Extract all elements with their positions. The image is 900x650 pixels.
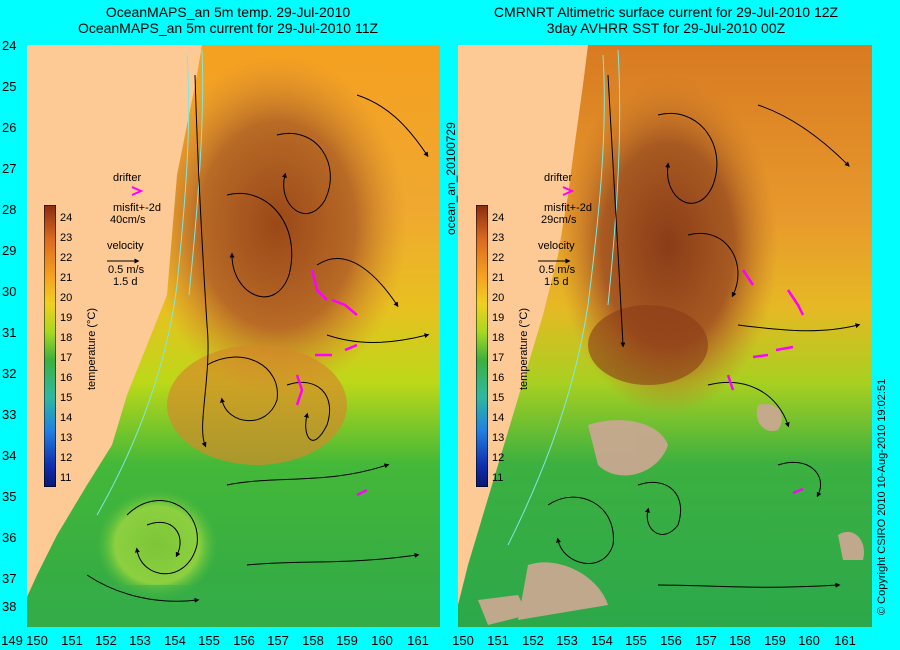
y-tick: 25	[2, 79, 17, 94]
cbar-tick: 12	[492, 452, 505, 464]
x-tick: 156	[660, 633, 682, 648]
left-velocity-scale: 0.5 m/s	[108, 264, 145, 276]
cbar-tick: 13	[60, 432, 73, 444]
cbar-tick: 22	[60, 252, 73, 264]
right-velocity-days: 1.5 d	[544, 276, 569, 288]
right-velocity-scale: 0.5 m/s	[539, 264, 576, 276]
x-tick: 160	[371, 633, 393, 648]
left-colorbar	[44, 205, 56, 487]
right-velocity-label: velocity	[538, 240, 575, 252]
right-title-line1: CMRNRT Altimetric surface current for 29…	[493, 4, 839, 20]
x-tick: 161	[407, 633, 429, 648]
x-tick: 149	[1, 633, 23, 648]
cbar-tick: 15	[492, 392, 505, 404]
cbar-tick: 20	[492, 292, 505, 304]
y-tick: 29	[2, 243, 17, 258]
cbar-tick: 24	[492, 212, 505, 224]
y-tick: 33	[2, 407, 17, 422]
x-tick: 151	[61, 633, 83, 648]
x-tick: 155	[625, 633, 647, 648]
y-tick: 28	[2, 202, 17, 217]
left-drifter-label: drifter	[113, 172, 142, 184]
cbar-tick: 23	[492, 232, 505, 244]
left-velocity-label: velocity	[107, 240, 144, 252]
x-tick: 152	[522, 633, 544, 648]
cbar-tick: 19	[60, 312, 73, 324]
x-tick: 160	[798, 633, 820, 648]
right-drifter-label: drifter	[544, 172, 573, 184]
y-tick: 31	[2, 325, 17, 340]
right-panel-title: CMRNRT Altimetric surface current for 29…	[456, 4, 876, 36]
x-tick: 157	[267, 633, 289, 648]
cbar-tick: 22	[492, 252, 505, 264]
left-title-line2: OceanMAPS_an 5m current for 29-Jul-2010 …	[77, 20, 379, 36]
right-title-line2: 3day AVHRR SST for 29-Jul-2010 00Z	[546, 20, 786, 36]
cbar-tick: 21	[492, 272, 505, 284]
cbar-tick: 18	[492, 332, 505, 344]
left-map	[27, 45, 440, 627]
x-tick: 161	[834, 633, 856, 648]
x-tick: 154	[591, 633, 613, 648]
cbar-tick: 15	[60, 392, 73, 404]
right-colorbar	[476, 205, 488, 487]
y-tick: 32	[2, 366, 17, 381]
cbar-tick: 16	[492, 372, 505, 384]
cbar-tick: 13	[492, 432, 505, 444]
x-tick: 150	[26, 633, 48, 648]
left-velocity-days: 1.5 d	[113, 276, 138, 288]
left-colorbar-label: temperature (°C)	[86, 307, 98, 390]
cbar-tick: 16	[60, 372, 73, 384]
cbar-tick: 17	[60, 352, 73, 364]
x-tick: 153	[129, 633, 151, 648]
side-run-label: ocean_an_20100729	[444, 122, 458, 235]
y-tick: 34	[2, 448, 17, 463]
y-tick: 38	[2, 599, 17, 614]
x-tick: 154	[164, 633, 186, 648]
x-tick: 159	[336, 633, 358, 648]
cbar-tick: 17	[492, 352, 505, 364]
y-tick: 27	[2, 161, 17, 176]
cbar-tick: 14	[60, 412, 73, 424]
x-tick: 151	[487, 633, 509, 648]
x-tick: 158	[302, 633, 324, 648]
right-map	[458, 45, 872, 627]
cbar-tick: 23	[60, 232, 73, 244]
right-map-svg	[458, 45, 872, 627]
left-panel-title: OceanMAPS_an 5m temp. 29-Jul-2010 OceanM…	[28, 4, 428, 36]
cbar-tick: 18	[60, 332, 73, 344]
cbar-tick: 11	[492, 472, 504, 484]
x-tick: 152	[95, 633, 117, 648]
y-tick: 26	[2, 120, 17, 135]
copyright-label: © Copyright CSIRO 2010 10-Aug-2010 19:02…	[876, 378, 888, 615]
x-tick: 158	[729, 633, 751, 648]
x-tick: 153	[556, 633, 578, 648]
x-tick: 156	[233, 633, 255, 648]
cbar-tick: 14	[492, 412, 505, 424]
right-misfit-label: misfit+-2d	[544, 202, 592, 214]
y-tick: 30	[2, 284, 17, 299]
left-misfit-speed: 40cm/s	[110, 214, 146, 226]
left-map-svg	[27, 45, 440, 627]
x-tick: 155	[198, 633, 220, 648]
cbar-tick: 20	[60, 292, 73, 304]
right-colorbar-label: temperature (°C)	[518, 307, 530, 390]
cbar-tick: 11	[60, 472, 72, 484]
x-tick: 159	[764, 633, 786, 648]
y-tick: 35	[2, 489, 17, 504]
y-tick: 24	[2, 38, 17, 53]
cbar-tick: 21	[60, 272, 73, 284]
y-tick: 36	[2, 530, 17, 545]
x-tick: 157	[695, 633, 717, 648]
left-misfit-label: misfit+-2d	[113, 202, 161, 214]
left-title-line1: OceanMAPS_an 5m temp. 29-Jul-2010	[105, 4, 351, 20]
x-tick: 150	[452, 633, 474, 648]
cbar-tick: 19	[492, 312, 505, 324]
cbar-tick: 12	[60, 452, 73, 464]
right-misfit-speed: 29cm/s	[541, 214, 577, 226]
y-tick: 37	[2, 571, 17, 586]
cbar-tick: 24	[60, 212, 73, 224]
